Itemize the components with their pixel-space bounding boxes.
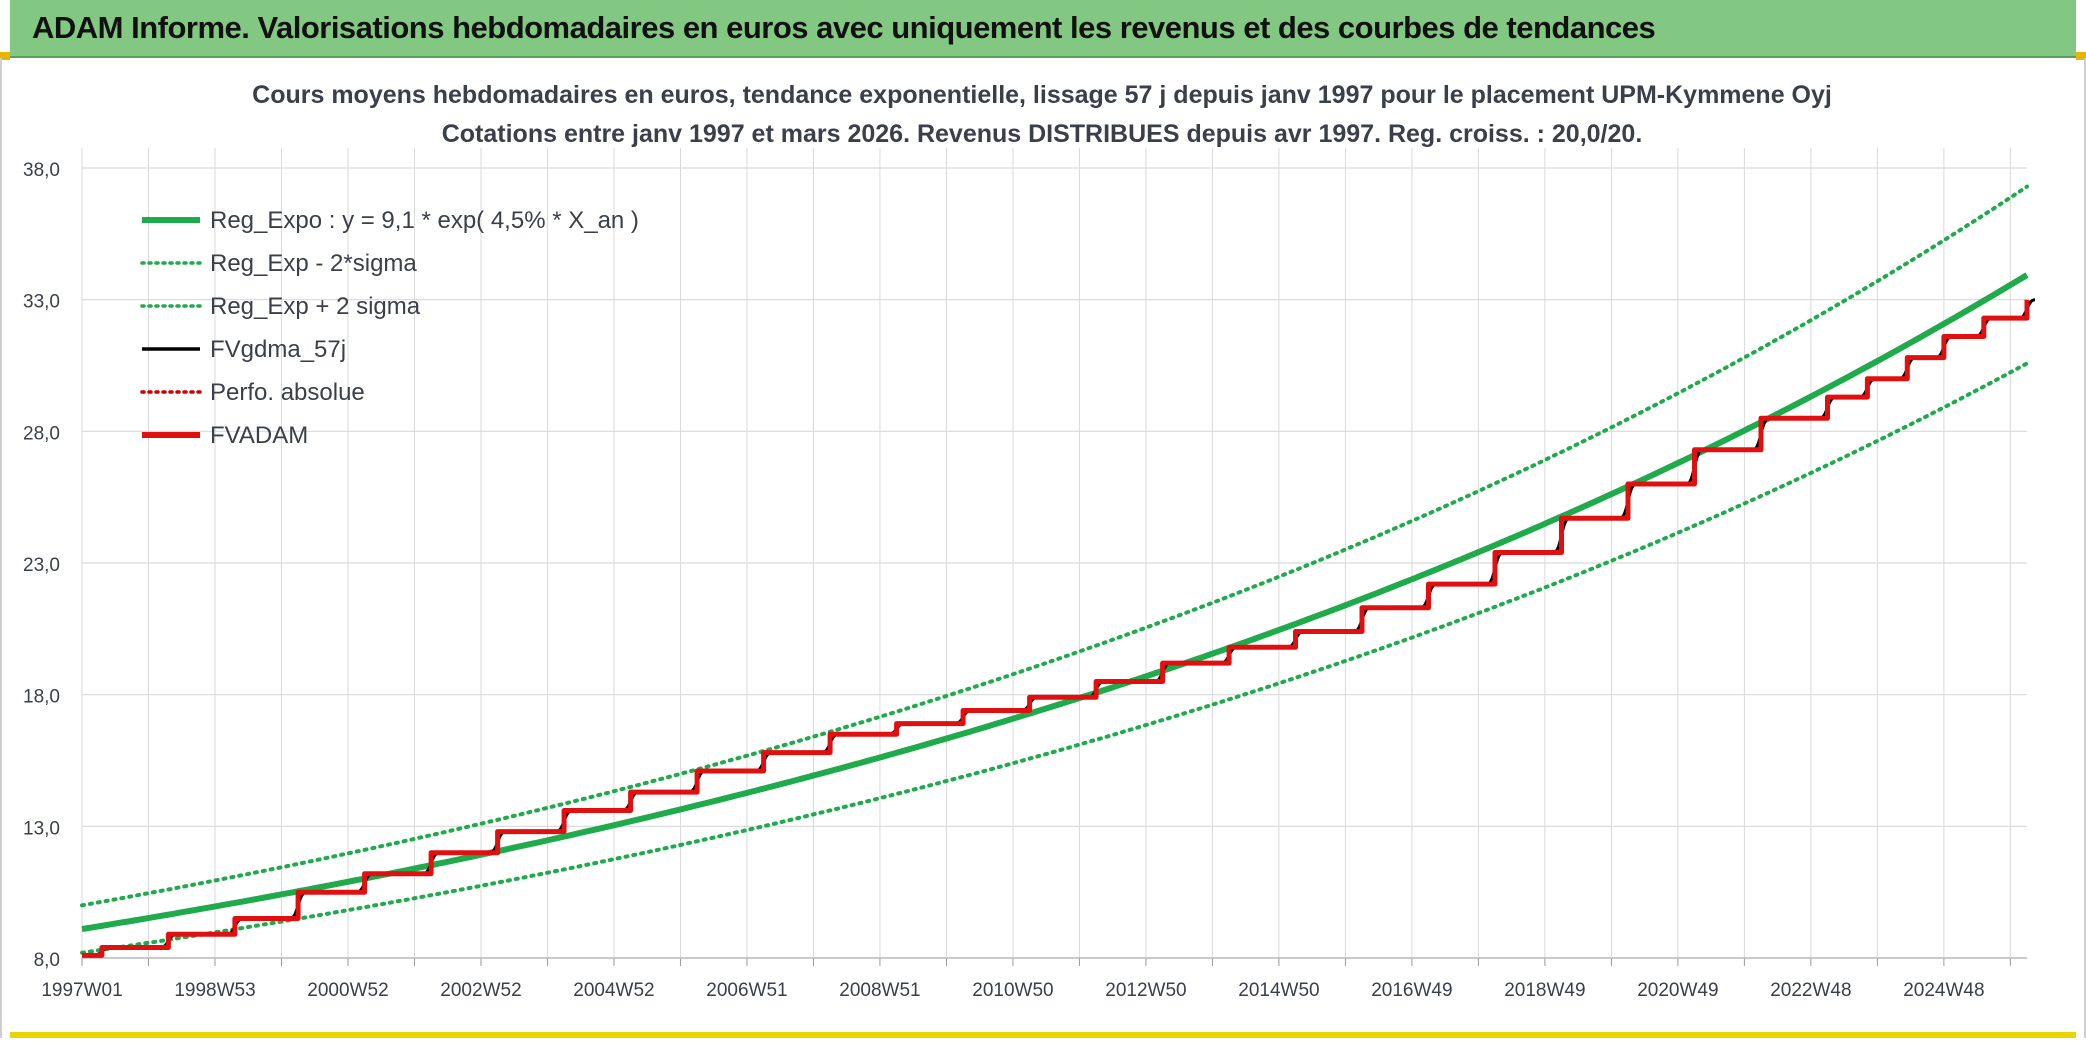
chart-subtitle: Cotations entre janv 1997 et mars 2026. … xyxy=(442,120,1643,148)
corner-marker-right xyxy=(2076,52,2086,60)
y-tick-label: 38,0 xyxy=(23,160,60,181)
y-tick-label: 13,0 xyxy=(23,818,60,839)
x-tick-label: 2022W48 xyxy=(1770,980,1851,1001)
bottom-bar xyxy=(10,1032,2076,1038)
x-tick-label: 2006W51 xyxy=(706,980,787,1001)
x-tick-label: 2004W52 xyxy=(573,980,654,1001)
legend-label: FVADAM xyxy=(210,422,308,449)
chart-area: Cours moyens hebdomadaires en euros, ten… xyxy=(0,58,2086,1038)
y-tick-label: 28,0 xyxy=(23,423,60,444)
x-tick-label: 2014W50 xyxy=(1238,980,1319,1001)
legend-label: FVgdma_57j xyxy=(210,336,346,363)
y-tick-label: 8,0 xyxy=(34,950,60,971)
chart-title: Cours moyens hebdomadaires en euros, ten… xyxy=(252,81,1832,109)
y-tick-label: 33,0 xyxy=(23,292,60,313)
x-tick-label: 2018W49 xyxy=(1504,980,1585,1001)
x-tick-label: 2000W52 xyxy=(307,980,388,1001)
x-axis: 1997W01 1998W53 2000W52 2002W52 2004W52 2006W… xyxy=(41,957,2027,1001)
x-tick-label: 2016W49 xyxy=(1371,980,1452,1001)
series-reg-exp-minus-2sigma xyxy=(80,361,2029,955)
series-fvadam xyxy=(82,299,2030,958)
series xyxy=(80,184,2036,958)
x-tick-label: 2010W50 xyxy=(972,980,1053,1001)
legend-label: Perfo. absolue xyxy=(210,379,365,406)
corner-marker-left xyxy=(0,52,10,60)
report-title: ADAM Informe. Valorisations hebdomadaire… xyxy=(32,10,1656,45)
chart: Cours moyens hebdomadaires en euros, ten… xyxy=(23,81,2036,1001)
x-tick-label: 2020W49 xyxy=(1637,980,1718,1001)
x-tick-label: 1998W53 xyxy=(174,980,255,1001)
legend-label: Reg_Exp - 2*sigma xyxy=(210,250,417,277)
grid xyxy=(81,148,2027,959)
x-tick-label: 2008W51 xyxy=(839,980,920,1001)
y-axis: 8,0 13,0 18,0 23,0 28,0 33,0 38,0 xyxy=(23,160,60,971)
legend-label: Reg_Exp + 2 sigma xyxy=(210,293,421,320)
y-tick-label: 23,0 xyxy=(23,555,60,576)
series-fvgdma-57j xyxy=(82,298,2036,957)
legend-label: Reg_Expo : y = 9,1 * exp( 4,5% * X_an ) xyxy=(210,207,639,234)
y-tick-label: 18,0 xyxy=(23,687,60,708)
legend: Reg_Expo : y = 9,1 * exp( 4,5% * X_an ) R… xyxy=(140,207,639,449)
x-tick-label: 2024W48 xyxy=(1903,980,1984,1001)
report-banner: ADAM Informe. Valorisations hebdomadaire… xyxy=(10,0,2076,58)
x-tick-label: 2012W50 xyxy=(1105,980,1186,1001)
x-tick-label: 1997W01 xyxy=(41,980,122,1001)
x-tick-label: 2002W52 xyxy=(440,980,521,1001)
series-reg-exp-plus-2sigma xyxy=(80,184,2029,908)
series-reg-expo xyxy=(81,272,2029,932)
